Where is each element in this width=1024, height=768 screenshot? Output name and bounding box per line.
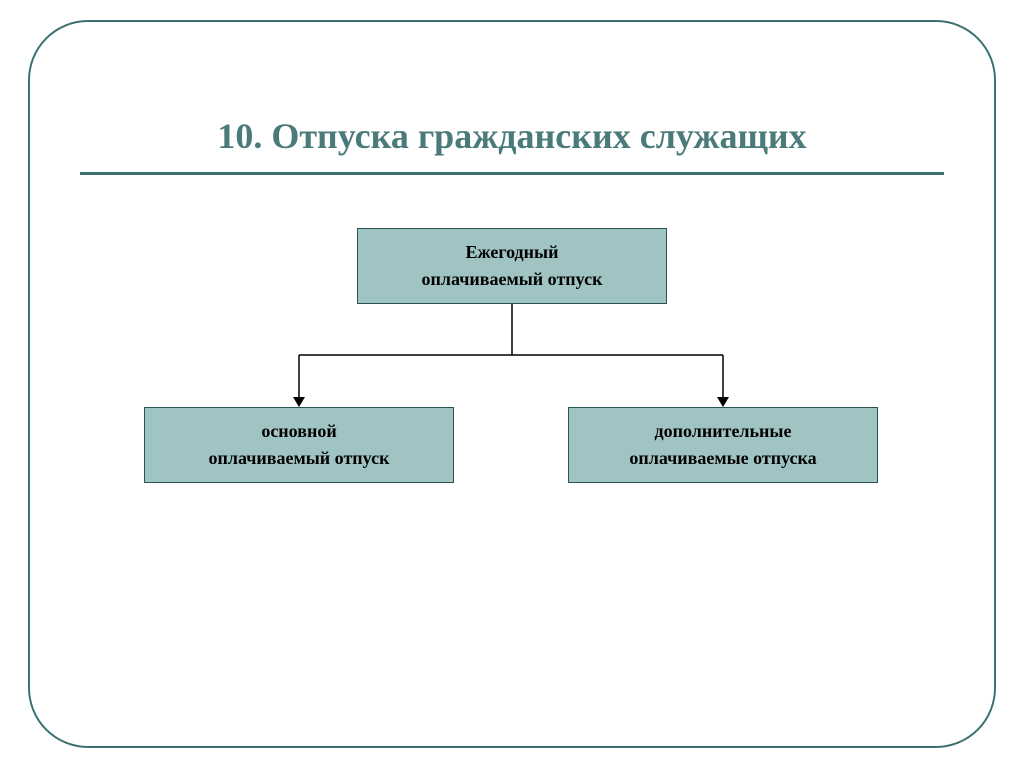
node-top-line1: Ежегодный <box>466 239 559 266</box>
title-underline <box>80 172 944 175</box>
slide-title: 10. Отпуска гражданских служащих <box>0 115 1024 157</box>
node-right-line1: дополнительные <box>655 418 792 445</box>
node-right-line2: оплачиваемые отпуска <box>629 445 816 472</box>
node-right: дополнительные оплачиваемые отпуска <box>568 407 878 483</box>
node-top-line2: оплачиваемый отпуск <box>422 266 603 293</box>
node-left: основной оплачиваемый отпуск <box>144 407 454 483</box>
node-left-line1: основной <box>261 418 336 445</box>
node-top: Ежегодный оплачиваемый отпуск <box>357 228 667 304</box>
node-left-line2: оплачиваемый отпуск <box>209 445 390 472</box>
